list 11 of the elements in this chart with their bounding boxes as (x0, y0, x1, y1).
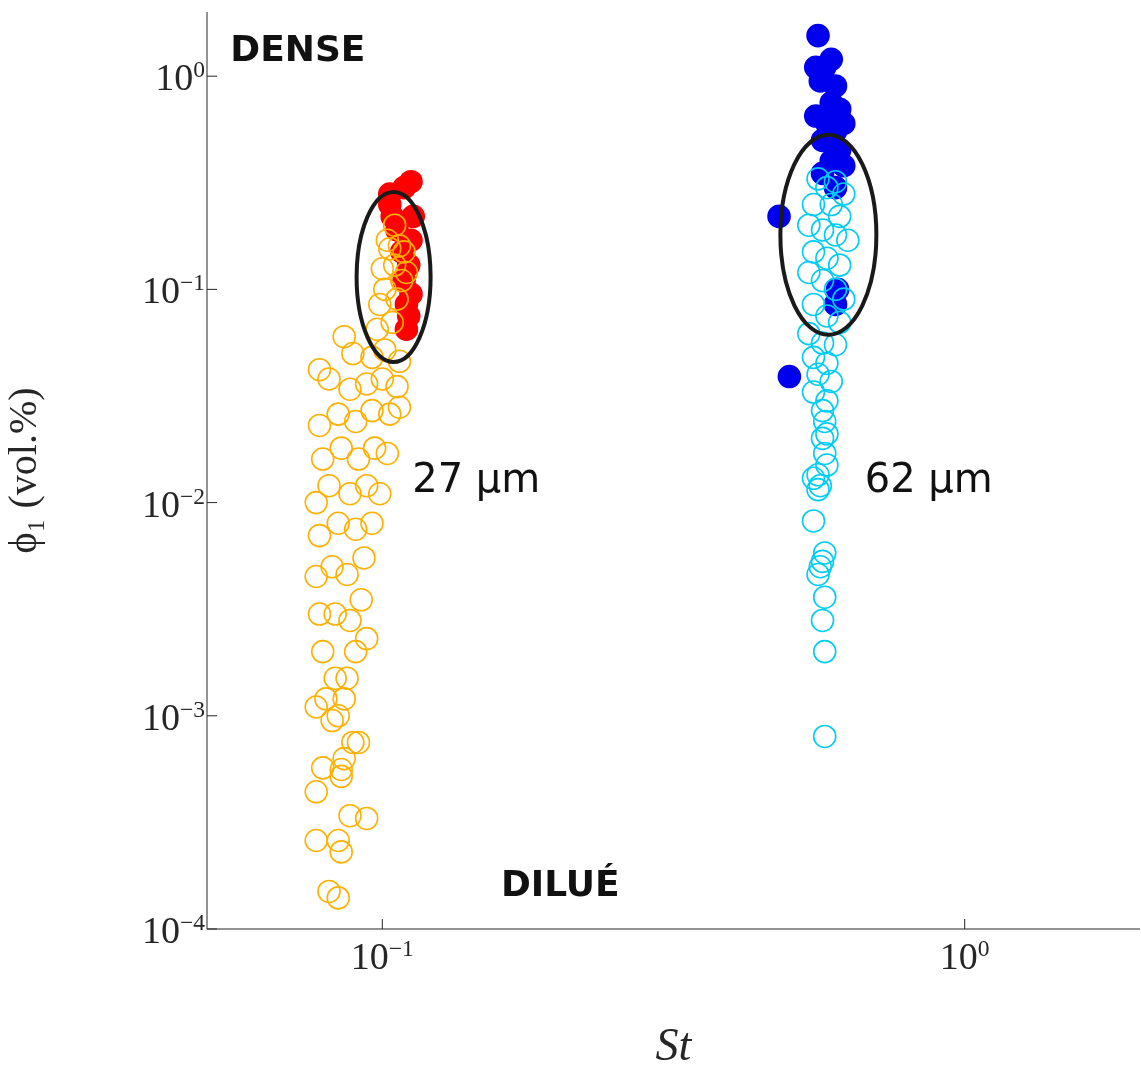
y-tick-label: 10$^{−3}$ (141, 695, 205, 738)
y-tick-label: 10$^{−2}$ (141, 482, 205, 525)
y-tick-label: 10$^{−4}$ (141, 909, 206, 951)
y-axis-title: ϕ₁ (vol.%) (0, 387, 46, 554)
annotation: 62 μm (864, 454, 993, 501)
y-tick-label: 10$^{−1}$ (141, 269, 205, 312)
annotation: DENSE (230, 28, 366, 70)
x-axis-title: St (655, 1019, 693, 1068)
annotation: 27 μm (412, 454, 541, 501)
y-tick-label: 10$^{0}$ (155, 56, 205, 99)
annotation: DILUÉ (500, 862, 620, 904)
